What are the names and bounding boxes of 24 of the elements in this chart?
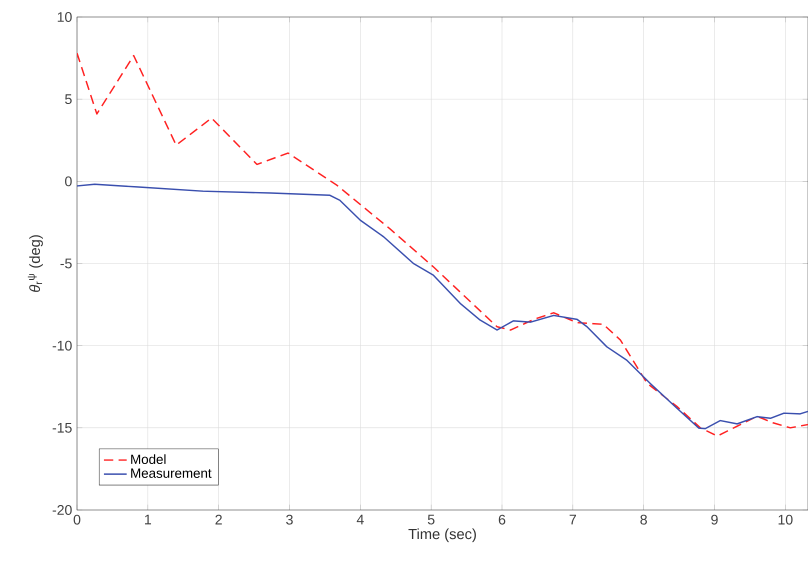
line-series — [77, 52, 808, 437]
y-tick-label: -10 — [52, 340, 72, 351]
x-tick-label: 5 — [428, 514, 434, 524]
y-tick-label: 0 — [65, 176, 72, 186]
legend-label: Model — [131, 454, 166, 464]
y-axis-title: θ$_{r}$$^{ψ}$ (deg) — [28, 235, 43, 292]
legend-label: Measurement — [131, 468, 212, 478]
y-tick-label: 5 — [65, 94, 72, 104]
y-tick-label: -5 — [60, 258, 72, 268]
y-tick-label: -20 — [52, 505, 72, 515]
x-tick-label: 8 — [640, 514, 647, 525]
y-tick-label: -15 — [52, 422, 72, 433]
x-tick-label: 7 — [570, 514, 576, 524]
x-tick-label: 2 — [215, 514, 222, 524]
x-tick-label: 6 — [498, 514, 506, 525]
x-tick-label: 0 — [74, 514, 80, 525]
y-tick-label: 10 — [58, 12, 72, 22]
x-tick-label: 10 — [778, 514, 793, 525]
x-tick-label: 9 — [711, 514, 718, 525]
x-axis-title: Time (sec) — [408, 528, 476, 542]
x-tick-label: 1 — [145, 514, 152, 524]
x-tick-label: 4 — [356, 514, 364, 524]
line-series — [77, 184, 808, 430]
x-tick-label: 3 — [286, 514, 293, 525]
